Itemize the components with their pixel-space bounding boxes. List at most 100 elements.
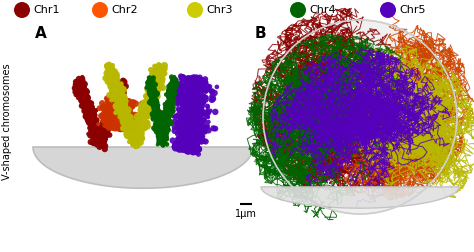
Circle shape — [157, 121, 162, 125]
Circle shape — [115, 88, 121, 94]
Circle shape — [109, 107, 115, 112]
Circle shape — [91, 133, 97, 139]
Circle shape — [187, 133, 192, 139]
Circle shape — [100, 128, 105, 133]
Circle shape — [149, 84, 154, 88]
Circle shape — [156, 68, 161, 74]
Circle shape — [107, 113, 113, 120]
Circle shape — [112, 115, 117, 120]
Circle shape — [183, 120, 189, 127]
Circle shape — [195, 134, 201, 139]
Circle shape — [180, 141, 186, 148]
Circle shape — [110, 101, 117, 107]
Circle shape — [105, 125, 109, 129]
Circle shape — [98, 136, 104, 142]
Circle shape — [109, 107, 114, 111]
Circle shape — [85, 95, 90, 100]
Circle shape — [122, 104, 128, 110]
Circle shape — [109, 109, 114, 113]
Circle shape — [153, 116, 157, 121]
Circle shape — [161, 137, 166, 142]
Circle shape — [178, 92, 182, 96]
Circle shape — [100, 133, 107, 139]
Circle shape — [190, 127, 194, 132]
Circle shape — [180, 125, 186, 132]
Circle shape — [189, 142, 195, 147]
Circle shape — [106, 120, 110, 124]
Circle shape — [149, 90, 155, 97]
Circle shape — [114, 100, 120, 106]
Circle shape — [168, 100, 173, 105]
Circle shape — [191, 121, 196, 126]
Circle shape — [164, 128, 169, 133]
Circle shape — [109, 106, 116, 113]
Circle shape — [112, 97, 118, 104]
Circle shape — [99, 139, 105, 146]
Circle shape — [167, 98, 171, 102]
Circle shape — [183, 128, 190, 134]
Circle shape — [185, 95, 190, 100]
Circle shape — [198, 147, 202, 152]
Circle shape — [160, 140, 164, 145]
Circle shape — [185, 93, 189, 98]
Circle shape — [195, 124, 201, 131]
Circle shape — [151, 75, 156, 80]
Circle shape — [120, 116, 125, 121]
Circle shape — [153, 126, 157, 130]
Circle shape — [183, 118, 190, 125]
Circle shape — [190, 123, 195, 129]
Circle shape — [193, 118, 198, 123]
Circle shape — [105, 116, 109, 120]
Circle shape — [153, 73, 159, 79]
Circle shape — [140, 115, 146, 120]
Circle shape — [90, 124, 94, 128]
Circle shape — [157, 122, 163, 127]
Circle shape — [103, 122, 108, 126]
Circle shape — [158, 130, 162, 133]
Text: V-shaped chromosomes: V-shaped chromosomes — [2, 64, 12, 180]
Circle shape — [146, 104, 151, 109]
Circle shape — [140, 119, 146, 124]
Circle shape — [149, 96, 153, 100]
Circle shape — [154, 105, 158, 110]
Circle shape — [120, 78, 127, 85]
Circle shape — [111, 107, 117, 113]
Circle shape — [89, 121, 93, 125]
Circle shape — [117, 114, 123, 120]
Circle shape — [94, 129, 100, 135]
Circle shape — [115, 120, 120, 125]
Circle shape — [157, 111, 162, 115]
Circle shape — [109, 123, 114, 128]
Circle shape — [122, 83, 129, 89]
Circle shape — [191, 88, 196, 93]
Circle shape — [184, 110, 191, 117]
Circle shape — [187, 124, 192, 130]
Circle shape — [120, 125, 126, 130]
Circle shape — [89, 117, 95, 123]
Circle shape — [111, 107, 116, 112]
Circle shape — [164, 133, 168, 137]
Circle shape — [139, 121, 145, 127]
Circle shape — [191, 130, 195, 134]
Circle shape — [152, 108, 156, 112]
Circle shape — [190, 118, 196, 124]
Circle shape — [119, 103, 126, 109]
Circle shape — [114, 89, 121, 96]
Circle shape — [195, 81, 201, 87]
Circle shape — [189, 129, 196, 135]
Circle shape — [142, 109, 148, 115]
Circle shape — [156, 71, 163, 78]
Circle shape — [161, 132, 166, 138]
Circle shape — [187, 148, 192, 153]
Circle shape — [107, 99, 113, 105]
Circle shape — [84, 102, 91, 108]
Circle shape — [192, 93, 199, 99]
Circle shape — [118, 108, 125, 115]
Circle shape — [122, 114, 127, 119]
Circle shape — [180, 120, 186, 127]
Circle shape — [109, 110, 115, 115]
Circle shape — [194, 128, 199, 133]
Circle shape — [105, 110, 111, 116]
Circle shape — [126, 118, 132, 125]
Circle shape — [198, 97, 202, 101]
